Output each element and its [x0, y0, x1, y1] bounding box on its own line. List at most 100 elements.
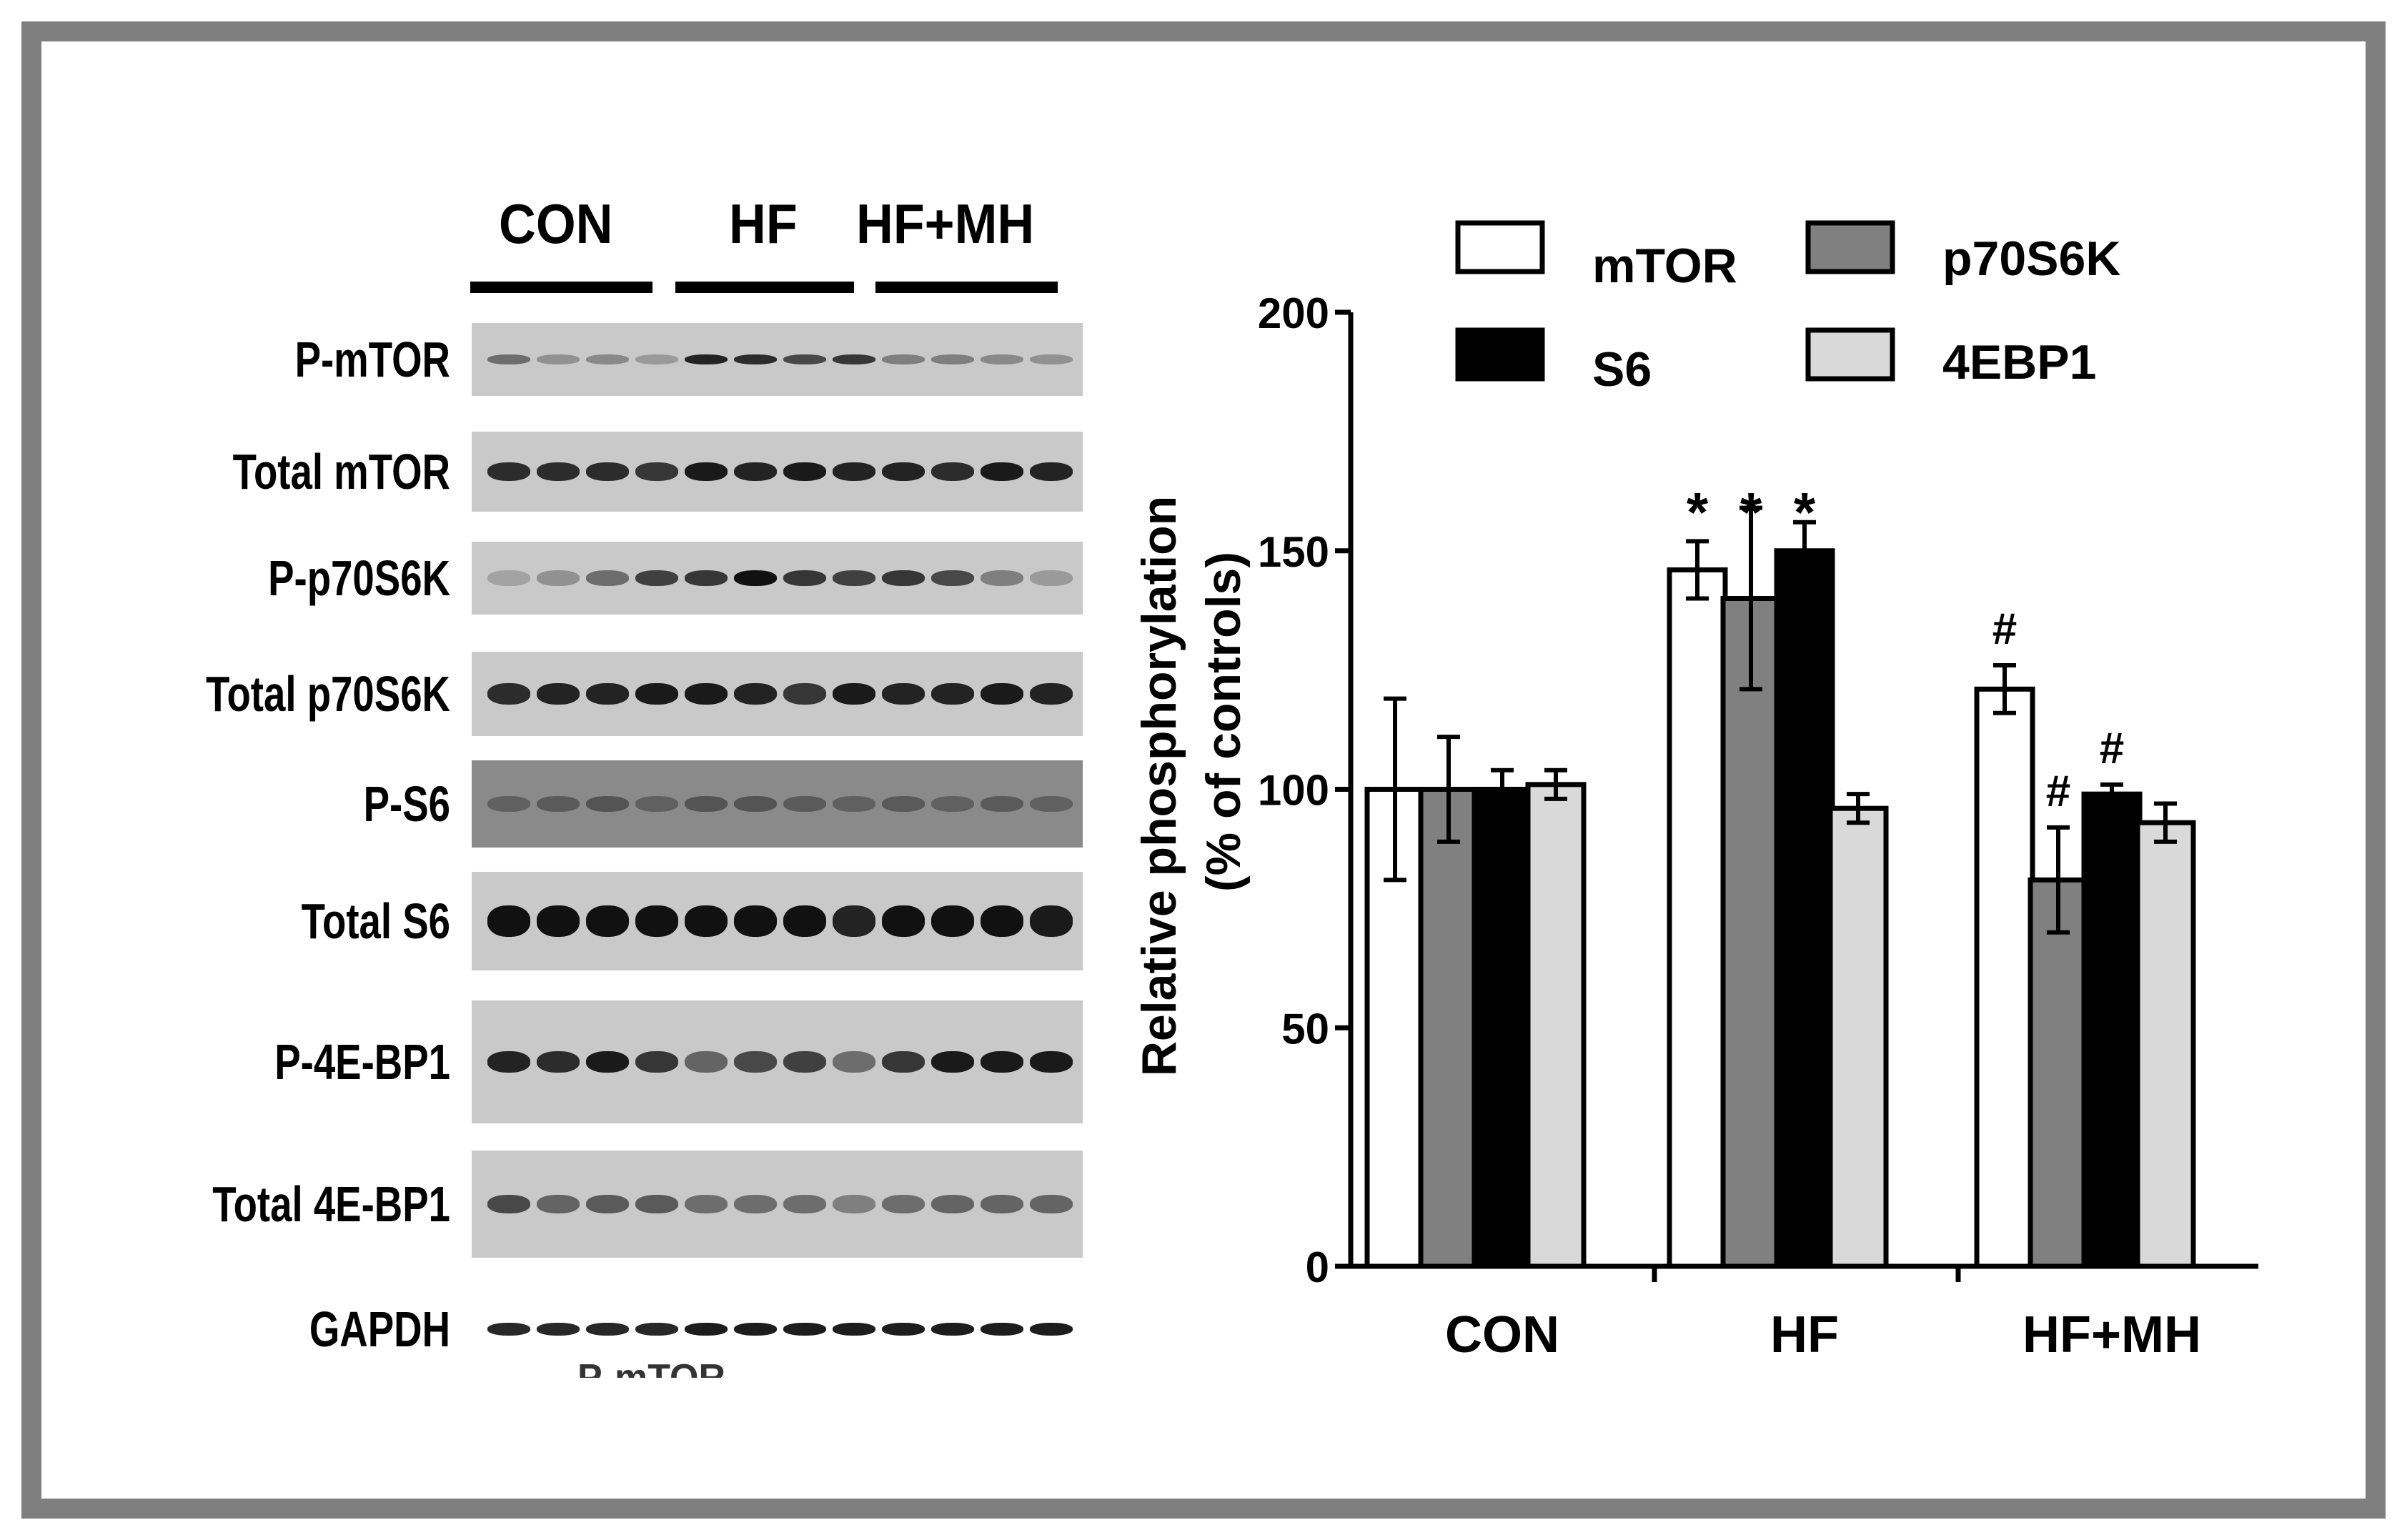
significance-mark: # — [1992, 605, 2017, 654]
blot-group-label-hf: HF — [729, 192, 798, 255]
x-tick-label: HF+MH — [2023, 1306, 2201, 1363]
y-tick-label: 100 — [1258, 767, 1329, 815]
blot-band — [882, 796, 925, 812]
blot-band — [635, 1323, 678, 1336]
legend-label: S6 — [1592, 342, 1652, 397]
bar — [1667, 567, 1728, 1269]
blot-band — [1030, 1195, 1073, 1213]
blot-row-label: GAPDH — [309, 1301, 450, 1357]
bar — [2028, 877, 2089, 1269]
y-axis: 0 50 100 150 200 — [1258, 289, 1354, 1291]
blot-band — [487, 1195, 530, 1213]
bar — [1472, 787, 1533, 1269]
blot-band — [685, 683, 728, 705]
blot-strip — [472, 1151, 1083, 1258]
bar — [2135, 820, 2196, 1269]
blot-band — [635, 570, 678, 586]
blot-band — [635, 462, 678, 481]
significance-mark: # — [2046, 767, 2070, 816]
blot-band — [586, 1051, 629, 1073]
bar — [1974, 686, 2035, 1269]
blot-band — [537, 905, 580, 937]
blot-band — [931, 1195, 974, 1213]
blot-band — [833, 796, 875, 812]
blot-band — [635, 683, 678, 705]
blot-group-bar-hf — [675, 282, 854, 293]
blot-band — [1030, 1051, 1073, 1073]
blot-group-label-con: CON — [499, 192, 613, 255]
blot-row-label: Total mTOR — [232, 444, 450, 500]
blot-band — [734, 1195, 777, 1213]
blot-band — [537, 570, 580, 586]
blot-band — [685, 570, 728, 586]
blot-band — [981, 683, 1023, 705]
blot-band — [586, 1323, 629, 1336]
blot-band — [783, 570, 826, 586]
blot-band — [586, 796, 629, 812]
blot-band — [586, 462, 629, 481]
blot-band — [586, 570, 629, 586]
blot-band — [734, 570, 777, 586]
blot-row-label: P-mTOR — [294, 332, 450, 387]
x-tick-label: HF — [1770, 1306, 1839, 1363]
y-axis-label: Relative phosphorylation — [1132, 496, 1186, 1076]
blot-band — [685, 462, 728, 481]
blot-band — [487, 462, 530, 481]
significance-annotations: * # * # * # — [1687, 480, 2124, 816]
blot-group-label-hfmh: HF+MH — [856, 192, 1035, 255]
blot-band — [931, 570, 974, 586]
significance-mark: * — [1687, 480, 1709, 543]
legend-label: mTOR — [1592, 239, 1737, 293]
blot-band — [1030, 570, 1073, 586]
blot-band — [487, 354, 530, 364]
blot-row-label: P-S6 — [363, 776, 450, 832]
blot-row-label: Total 4E-BP1 — [212, 1176, 450, 1232]
blot-band — [981, 570, 1023, 586]
blot-band — [734, 1323, 777, 1336]
blot-band — [586, 1195, 629, 1213]
legend-label: 4EBP1 — [1942, 335, 2096, 389]
blot-group-bar-con — [470, 282, 652, 293]
blot-band — [882, 570, 925, 586]
blot-band — [586, 905, 629, 937]
blot-band — [931, 905, 974, 937]
blot-band — [537, 462, 580, 481]
legend-label: p70S6K — [1942, 232, 2120, 286]
blot-band — [685, 354, 728, 364]
blot-band — [537, 796, 580, 812]
bar — [1827, 805, 1889, 1269]
blot-band — [635, 1051, 678, 1073]
blot-band — [685, 1323, 728, 1336]
blot-strip — [472, 432, 1083, 512]
legend-swatch — [1455, 220, 1545, 274]
blot-band — [487, 683, 530, 705]
blot-band — [537, 1195, 580, 1213]
x-tick-label: CON — [1445, 1306, 1559, 1363]
blot-row-label: P-4E-BP1 — [274, 1034, 450, 1090]
blot-band — [586, 354, 629, 364]
blot-band — [1030, 905, 1073, 937]
blot-strip — [472, 760, 1083, 848]
blot-band — [586, 683, 629, 705]
blot-band — [833, 1195, 875, 1213]
blot-band — [487, 905, 530, 937]
blot-band — [931, 462, 974, 481]
blot-band — [833, 1323, 875, 1336]
cropped-label-fragment: P-mTOR — [577, 1359, 725, 1378]
blot-group-bar-hfmh — [875, 282, 1058, 293]
blot-band — [734, 462, 777, 481]
bar — [1525, 782, 1587, 1269]
blot-band — [487, 570, 530, 586]
blot-band — [981, 905, 1023, 937]
blot-band — [487, 1323, 530, 1336]
blot-band — [1030, 683, 1073, 705]
blot-band — [635, 354, 678, 364]
blot-band — [833, 462, 875, 481]
blot-band — [882, 462, 925, 481]
blot-band — [783, 1323, 826, 1336]
blot-band — [833, 905, 875, 937]
blot-band — [833, 1051, 875, 1073]
blot-band — [981, 1323, 1023, 1336]
